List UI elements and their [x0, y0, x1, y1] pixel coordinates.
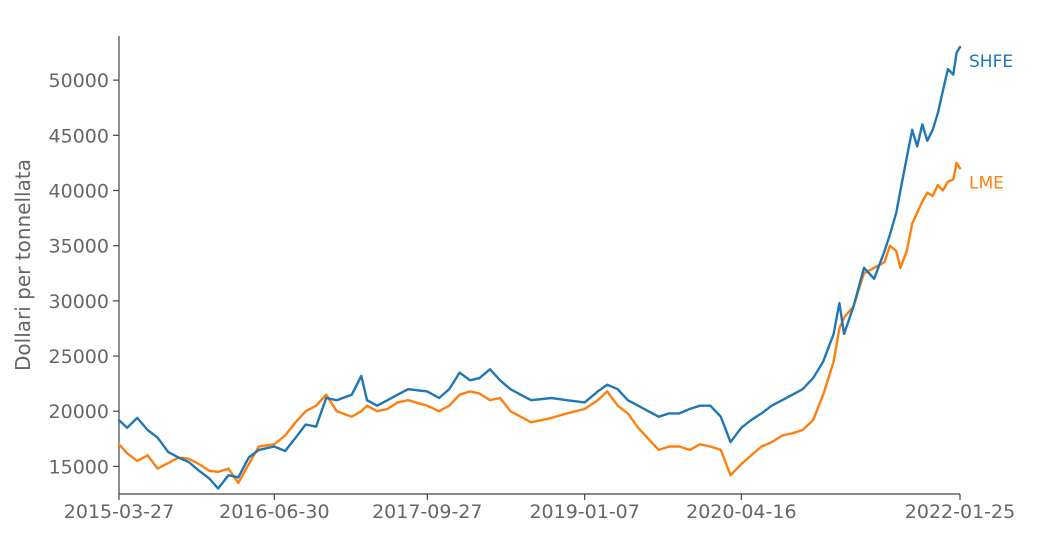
y-tick-label: 50000 [49, 70, 109, 92]
shfe-series-line [117, 45, 962, 490]
lme-series-label: LME [969, 173, 1004, 193]
x-tick-label: 2022-01-25 [905, 501, 1015, 523]
x-tick-label: 2019-01-07 [529, 501, 639, 523]
lme-series-line [117, 161, 962, 485]
x-tick-label: 2020-04-16 [686, 501, 796, 523]
y-axis-ticks: 15000 20000 25000 30000 35000 40000 45000 50000 [49, 70, 119, 478]
y-tick-label: 45000 [49, 125, 109, 147]
shfe-series-label: SHFE [969, 52, 1013, 72]
y-tick-label: 35000 [49, 236, 109, 258]
x-tick-label: 2016-06-30 [219, 501, 329, 523]
y-tick-label: 40000 [49, 181, 109, 203]
series-labels: LME SHFE [969, 52, 1013, 193]
x-tick-label: 2017-09-27 [372, 501, 482, 523]
x-tick-label: 2015-03-27 [64, 501, 174, 523]
y-tick-label: 20000 [49, 401, 109, 423]
y-tick-label: 15000 [49, 456, 109, 478]
x-axis-ticks: 2015-03-27 2016-06-30 2017-09-27 2019-01-07… [64, 494, 1015, 523]
y-tick-label: 30000 [49, 291, 109, 313]
series-layer [117, 45, 962, 490]
y-axis-title: Dollari per tonnellata [11, 159, 35, 371]
y-tick-label: 25000 [49, 346, 109, 368]
